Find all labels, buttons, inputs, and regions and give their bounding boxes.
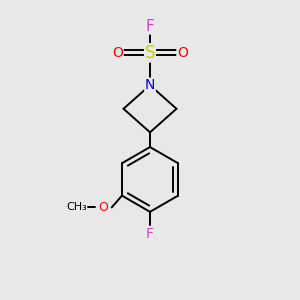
Text: F: F <box>146 19 154 34</box>
Text: O: O <box>177 46 188 60</box>
Text: O: O <box>112 46 123 60</box>
Text: N: N <box>145 78 155 92</box>
Text: F: F <box>146 227 154 241</box>
Text: S: S <box>145 44 155 62</box>
Text: O: O <box>98 201 108 214</box>
Text: CH₃: CH₃ <box>66 202 87 212</box>
